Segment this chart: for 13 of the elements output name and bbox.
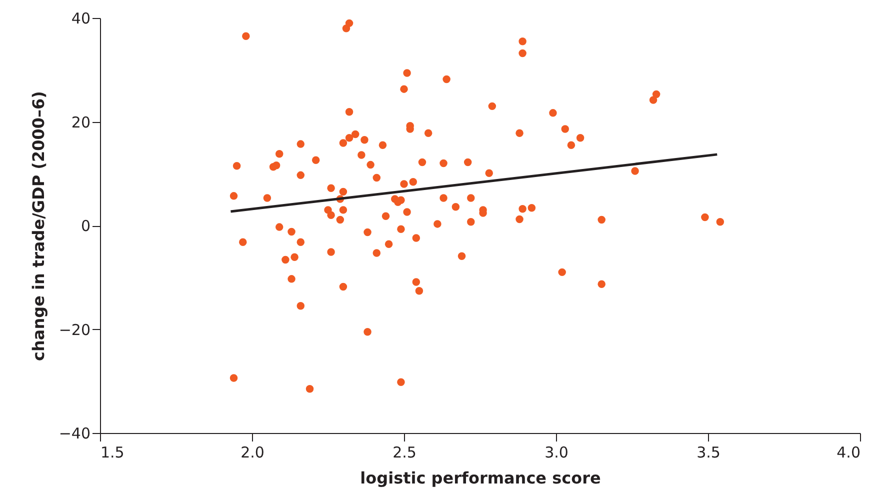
x-tick-label: 3.5 [696,444,720,462]
y-axis-title: change in trade/GDP (2000–6) [28,91,48,361]
x-tick-label: 4.0 [836,444,860,462]
x-tick-label: 2.5 [392,444,416,462]
y-tick-label: 0 [80,217,90,235]
x-axis-title: logistic performance score [360,468,601,488]
x-tick-label: 1.5 [100,444,124,462]
x-tick-label: 2.0 [240,444,264,462]
x-tick-label: 3.0 [544,444,568,462]
y-tick-label: −20 [58,320,90,339]
y-tick-label: 20 [71,113,90,132]
y-tick-label: −40 [58,424,90,442]
y-tick-label: 40 [71,10,90,28]
